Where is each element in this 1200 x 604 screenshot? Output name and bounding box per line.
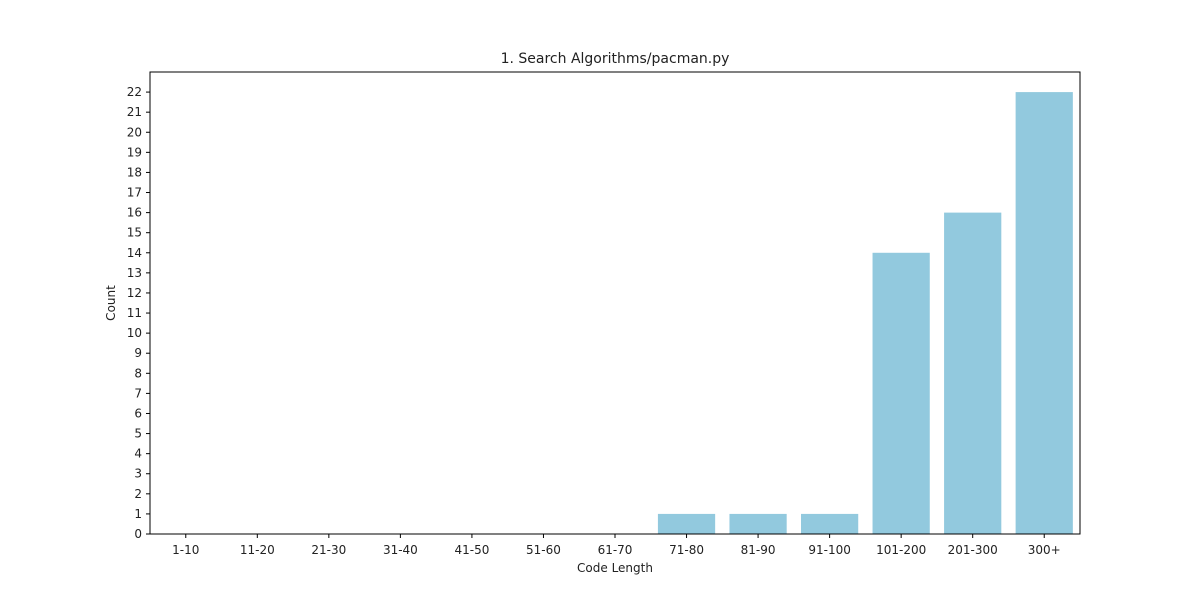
y-tick-label: 18 bbox=[127, 165, 142, 179]
y-tick-label: 3 bbox=[134, 467, 142, 481]
y-tick-label: 14 bbox=[127, 246, 142, 260]
y-tick-label: 5 bbox=[134, 427, 142, 441]
bar-81-90 bbox=[729, 513, 787, 534]
y-tick-label: 2 bbox=[134, 487, 142, 501]
x-tick-label: 300+ bbox=[1028, 543, 1061, 557]
x-tick-label: 21-30 bbox=[311, 543, 346, 557]
y-tick-label: 10 bbox=[127, 326, 142, 340]
y-tick-label: 8 bbox=[134, 366, 142, 380]
bar-201-300 bbox=[944, 212, 1002, 535]
y-tick-label: 7 bbox=[134, 386, 142, 400]
y-axis-label: Count bbox=[104, 285, 118, 321]
x-tick-label: 1-10 bbox=[172, 543, 199, 557]
x-tick-label: 61-70 bbox=[598, 543, 633, 557]
bar-91-100 bbox=[801, 513, 859, 534]
bar-101-200 bbox=[872, 252, 930, 534]
x-tick-label: 81-90 bbox=[741, 543, 776, 557]
x-axis-label: Code Length bbox=[577, 561, 653, 575]
y-tick-label: 15 bbox=[127, 226, 142, 240]
x-axis: 1-10 11-20 21-30 31-40 41-50 51-60 61-70 71-80 8… bbox=[172, 534, 1061, 557]
y-tick-label: 0 bbox=[134, 527, 142, 541]
x-tick-label: 71-80 bbox=[669, 543, 704, 557]
bar-300+ bbox=[1015, 92, 1073, 534]
bars-group bbox=[657, 92, 1073, 535]
y-tick-label: 4 bbox=[134, 447, 142, 461]
y-tick-label: 9 bbox=[134, 346, 142, 360]
y-tick-label: 21 bbox=[127, 105, 142, 119]
x-tick-label: 51-60 bbox=[526, 543, 561, 557]
y-tick-label: 17 bbox=[127, 186, 142, 200]
x-tick-label: 91-100 bbox=[808, 543, 851, 557]
y-tick-label: 20 bbox=[127, 125, 142, 139]
x-tick-label: 201-300 bbox=[948, 543, 998, 557]
y-tick-label: 16 bbox=[127, 206, 142, 220]
y-tick-label: 11 bbox=[127, 306, 142, 320]
y-tick-label: 6 bbox=[134, 406, 142, 420]
y-tick-label: 13 bbox=[127, 266, 142, 280]
bar-71-80 bbox=[657, 513, 716, 534]
x-tick-label: 101-200 bbox=[876, 543, 926, 557]
x-tick-label: 11-20 bbox=[240, 543, 275, 557]
x-tick-label: 31-40 bbox=[383, 543, 418, 557]
y-tick-label: 12 bbox=[127, 286, 142, 300]
y-tick-label: 19 bbox=[127, 145, 142, 159]
y-tick-label: 1 bbox=[134, 507, 142, 521]
chart-title: 1. Search Algorithms/pacman.py bbox=[501, 51, 730, 67]
x-tick-label: 41-50 bbox=[454, 543, 489, 557]
y-tick-label: 22 bbox=[127, 85, 142, 99]
plot-area-frame bbox=[149, 71, 1081, 535]
